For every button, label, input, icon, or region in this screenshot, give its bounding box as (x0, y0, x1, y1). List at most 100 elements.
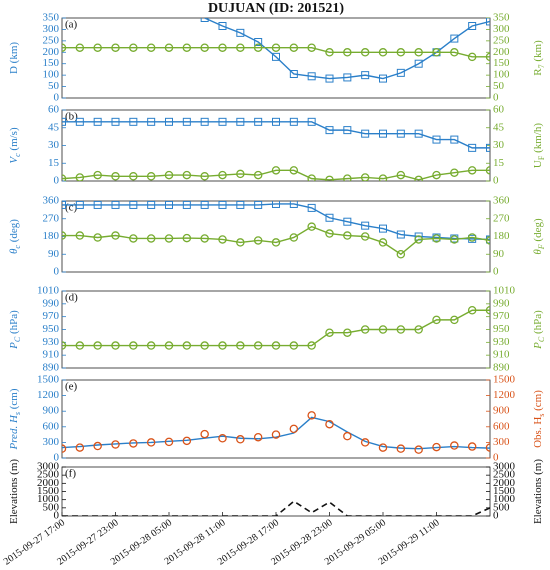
marker (432, 170, 441, 180)
axis-label-part: (cm) (8, 388, 20, 412)
marker (129, 117, 138, 126)
series-group (62, 305, 490, 350)
y-tick-label: 950 (43, 323, 60, 335)
series-group (62, 18, 490, 83)
y-tick-label: 910 (43, 349, 60, 361)
marker (62, 341, 67, 350)
marker (307, 411, 316, 420)
axis-label-part: (deg) (8, 219, 20, 245)
y-tick-label: 0 (54, 266, 60, 278)
marker (93, 117, 102, 126)
marker (254, 201, 263, 209)
marker (289, 166, 299, 175)
axis-label-part: D (km) (8, 42, 20, 74)
marker (200, 43, 209, 52)
marker (325, 229, 334, 238)
marker (307, 341, 316, 350)
axis-label-part: (deg) (532, 218, 544, 244)
y-tick-label: 930 (43, 336, 60, 348)
y-tick-label: 1500 (493, 374, 516, 386)
y-tick-label: 1500 (37, 374, 60, 386)
series-group (62, 201, 490, 259)
y-tick-label: 1500 (493, 485, 516, 497)
marker (218, 201, 227, 209)
marker (165, 201, 173, 209)
marker (450, 48, 459, 57)
marker (307, 72, 316, 81)
marker (62, 231, 67, 240)
axis-label-part: θ (8, 248, 20, 254)
y-tick-label: 30 (493, 139, 505, 151)
y-tick-label: 3000 (493, 461, 516, 473)
y-tick-label: 2500 (37, 469, 60, 481)
marker (378, 48, 388, 57)
marker (62, 444, 67, 453)
marker (486, 143, 490, 152)
y-tick-label: 30 (48, 139, 60, 151)
marker (272, 52, 280, 61)
marker (129, 43, 138, 52)
y-tick-label: 90 (48, 248, 60, 260)
marker (62, 43, 67, 52)
marker (325, 419, 334, 429)
marker (271, 43, 281, 52)
marker (378, 443, 388, 452)
y-tick-label: 60 (48, 104, 60, 116)
y-tick-label: 45 (48, 121, 60, 133)
marker (164, 341, 174, 350)
marker (218, 341, 227, 350)
y-tick-label: 2500 (493, 469, 516, 481)
marker (450, 34, 459, 43)
y-tick-label: 910 (493, 349, 510, 361)
marker (343, 231, 352, 240)
series-line (62, 225, 490, 256)
marker (289, 117, 298, 126)
plot-frame (61, 466, 491, 517)
y-tick-label: 950 (493, 323, 510, 335)
marker (271, 341, 281, 350)
y-tick-label: 300 (493, 23, 510, 35)
y-tick-label: 300 (43, 436, 60, 448)
marker (325, 126, 334, 135)
marker (93, 201, 102, 209)
marker (164, 170, 174, 180)
y-tick-label: 0 (493, 452, 499, 464)
marker (325, 213, 334, 222)
marker (146, 438, 156, 447)
marker (378, 325, 388, 334)
y-tick-label: 930 (493, 336, 510, 348)
marker (271, 238, 281, 247)
marker (129, 439, 138, 448)
marker (468, 143, 477, 152)
marker (343, 48, 352, 57)
panel-label: (d) (65, 292, 78, 304)
marker (289, 70, 298, 78)
axis-label: R7 (km) (532, 40, 547, 76)
axis-label: Pred. Hs (cm) (8, 388, 23, 450)
series-line (62, 416, 490, 450)
marker (396, 249, 406, 259)
axis-label: Elevations (m) (8, 459, 20, 524)
marker (396, 68, 405, 77)
marker (253, 236, 263, 245)
marker (396, 230, 405, 239)
marker (129, 172, 138, 181)
marker (200, 234, 209, 243)
marker (272, 117, 280, 126)
marker (325, 48, 334, 57)
axis-label-part: F (537, 155, 546, 160)
axis-label: Obs. Hs (cm) (532, 390, 547, 448)
marker (93, 170, 102, 180)
axis-label-part: Pred. H (8, 414, 20, 450)
marker (164, 437, 174, 447)
marker (218, 43, 227, 52)
marker (289, 43, 299, 52)
y-tick-label: 0 (493, 510, 499, 522)
y-tick-label: 0 (493, 266, 499, 278)
y-tick-label: 2000 (37, 477, 60, 489)
marker (62, 201, 66, 209)
y-tick-label: 1000 (37, 493, 60, 505)
marker (396, 48, 406, 57)
y-tick-label: 0 (493, 175, 499, 187)
y-tick-label: 900 (493, 405, 510, 417)
